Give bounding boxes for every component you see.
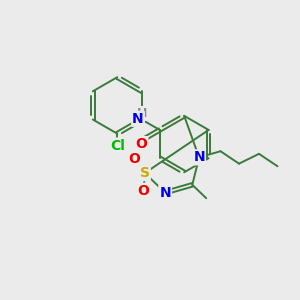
Text: N: N	[159, 186, 171, 200]
Text: N: N	[193, 150, 205, 164]
Text: S: S	[140, 166, 150, 180]
Text: H: H	[137, 107, 147, 120]
Text: O: O	[136, 137, 147, 151]
Text: N: N	[132, 112, 144, 126]
Text: Cl: Cl	[110, 139, 125, 152]
Text: O: O	[138, 184, 150, 198]
Text: O: O	[128, 152, 140, 166]
